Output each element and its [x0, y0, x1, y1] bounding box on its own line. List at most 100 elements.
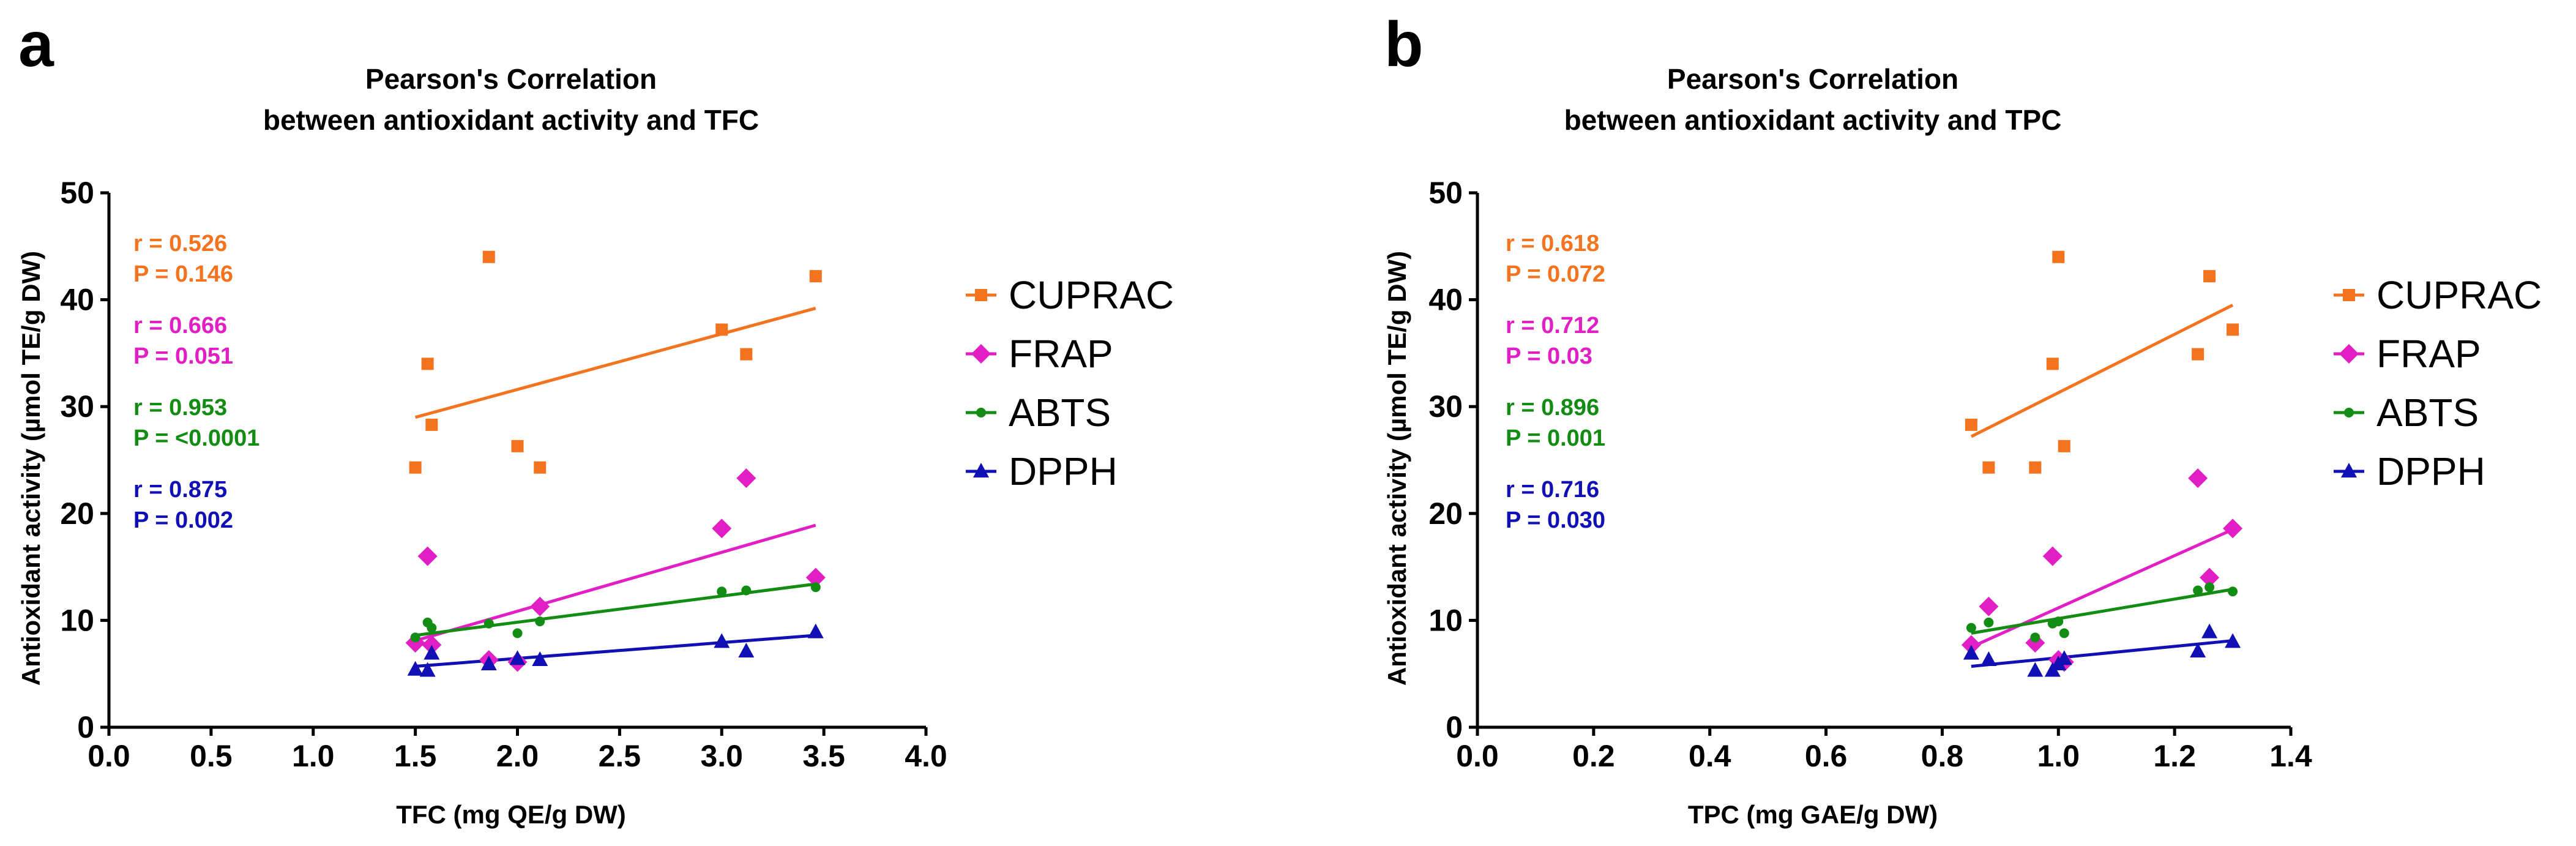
correlation-annotations: r = 0.526 P = 0.146 r = 0.666 P = 0.051 r = …	[133, 231, 259, 533]
y-tick-label: 20	[1428, 496, 1463, 531]
point-dpph	[1981, 651, 1997, 667]
x-tick-label: 1.0	[2037, 739, 2080, 773]
panel-label-b: b	[1384, 9, 1424, 80]
point-frap	[2200, 567, 2220, 588]
legend-marker-cuprac	[2343, 289, 2355, 301]
regression-lines	[1970, 304, 2234, 668]
point-dpph	[419, 662, 436, 677]
y-tick-label: 0	[77, 710, 94, 744]
correlation-annotations: r = 0.618 P = 0.072 r = 0.712 P = 0.03 r = 0…	[1506, 231, 1605, 533]
y-tick-label: 50	[1428, 176, 1463, 210]
legend-marker-frap	[2339, 344, 2359, 364]
y-axis-label: Antioxidant activity (µmol TE/g DW)	[1383, 251, 1411, 686]
point-abts	[2059, 628, 2069, 638]
point-frap	[2188, 468, 2208, 489]
p-value-cuprac: P = 0.072	[1506, 261, 1605, 287]
point-abts	[741, 585, 752, 596]
point-dpph	[2056, 650, 2072, 665]
y-axis-label: Antioxidant activity (µmol TE/g DW)	[17, 251, 45, 686]
legend-label-frap: FRAP	[1009, 332, 1113, 376]
fit-line-abts	[1971, 588, 2233, 635]
x-tick-label: 0.2	[1572, 739, 1615, 773]
point-abts	[717, 586, 727, 597]
point-cuprac	[409, 461, 422, 474]
point-dpph	[1963, 645, 1979, 660]
r-value-cuprac: r = 0.618	[1506, 231, 1599, 256]
y-tick-label: 50	[60, 176, 94, 210]
point-frap	[805, 567, 826, 588]
point-frap	[736, 468, 756, 489]
x-tick-label: 0.0	[88, 739, 130, 773]
point-dpph	[2201, 623, 2218, 638]
data-points	[405, 250, 826, 677]
x-axis-label: TFC (mg QE/g DW)	[396, 800, 626, 829]
y-tick-label: 40	[60, 283, 94, 317]
point-frap	[2042, 546, 2063, 566]
axes: 0 10 20 30 40 50 0.0 0.5 1.0 1.5 2.0 2.5 3.0 3.5 4.0	[60, 176, 947, 773]
legend-marker-abts	[976, 408, 986, 417]
y-tick-label: 30	[1428, 389, 1463, 424]
point-dpph	[738, 643, 755, 658]
x-tick-label: 2.5	[599, 739, 641, 773]
r-value-dpph: r = 0.716	[1506, 477, 1599, 503]
panel-label-a: a	[18, 9, 54, 80]
point-frap	[2025, 633, 2045, 653]
point-abts	[2193, 585, 2203, 596]
point-frap	[1979, 596, 1999, 616]
point-abts	[535, 616, 545, 627]
p-value-dpph: P = 0.030	[1506, 507, 1605, 533]
legend: CUPRAC FRAP ABTS DPPH	[2334, 273, 2542, 493]
point-cuprac	[482, 250, 495, 263]
point-frap	[712, 518, 732, 539]
p-value-dpph: P = 0.002	[133, 507, 233, 533]
x-tick-label: 3.5	[802, 739, 845, 773]
point-cuprac	[2227, 323, 2239, 336]
x-tick-label: 0.6	[1805, 739, 1848, 773]
point-cuprac	[1965, 418, 1977, 431]
legend-label-cuprac: CUPRAC	[1009, 273, 1174, 317]
y-tick-label: 40	[1428, 283, 1463, 317]
point-frap	[417, 546, 438, 566]
point-cuprac	[1982, 461, 1995, 474]
p-value-frap: P = 0.03	[1506, 343, 1592, 369]
p-value-frap: P = 0.051	[133, 343, 233, 369]
point-cuprac	[511, 440, 524, 452]
point-cuprac	[2192, 348, 2205, 361]
y-tick-label: 0	[1446, 710, 1463, 744]
y-tick-label: 10	[60, 603, 94, 637]
point-frap	[530, 596, 550, 616]
legend-label-abts: ABTS	[1009, 391, 1111, 435]
point-dpph	[532, 651, 548, 667]
point-abts	[810, 582, 821, 593]
x-tick-label: 1.0	[292, 739, 335, 773]
chart-title-line-2: between antioxidant activity and TFC	[263, 104, 759, 136]
x-tick-label: 3.0	[700, 739, 743, 773]
y-tick-label: 10	[1428, 603, 1463, 637]
legend-label-cuprac: CUPRAC	[2376, 273, 2542, 317]
point-abts	[1966, 623, 1976, 633]
legend-marker-frap	[971, 344, 991, 364]
point-frap	[405, 633, 425, 653]
point-abts	[410, 632, 420, 643]
point-cuprac	[715, 323, 728, 336]
x-tick-label: 0.0	[1456, 739, 1499, 773]
point-dpph	[2225, 633, 2241, 648]
point-abts	[2030, 632, 2040, 643]
x-tick-label: 0.5	[190, 739, 233, 773]
fit-line-cuprac	[1970, 304, 2234, 438]
legend-label-frap: FRAP	[2376, 332, 2481, 376]
x-tick-label: 0.4	[1689, 739, 1731, 773]
x-tick-label: 0.8	[1921, 739, 1964, 773]
point-dpph	[509, 650, 526, 665]
chart-title-line-1: Pearson's Correlation	[1667, 63, 1958, 95]
chart-panel-b: b Pearson's Correlation between antioxid…	[1383, 9, 2542, 829]
point-abts	[2053, 616, 2064, 627]
point-cuprac	[534, 461, 547, 474]
legend-label-dpph: DPPH	[1009, 449, 1118, 493]
point-dpph	[2190, 643, 2206, 658]
r-value-abts: r = 0.953	[133, 395, 227, 421]
legend-marker-abts	[2344, 408, 2354, 417]
y-tick-label: 20	[60, 496, 94, 531]
point-dpph	[714, 633, 730, 648]
